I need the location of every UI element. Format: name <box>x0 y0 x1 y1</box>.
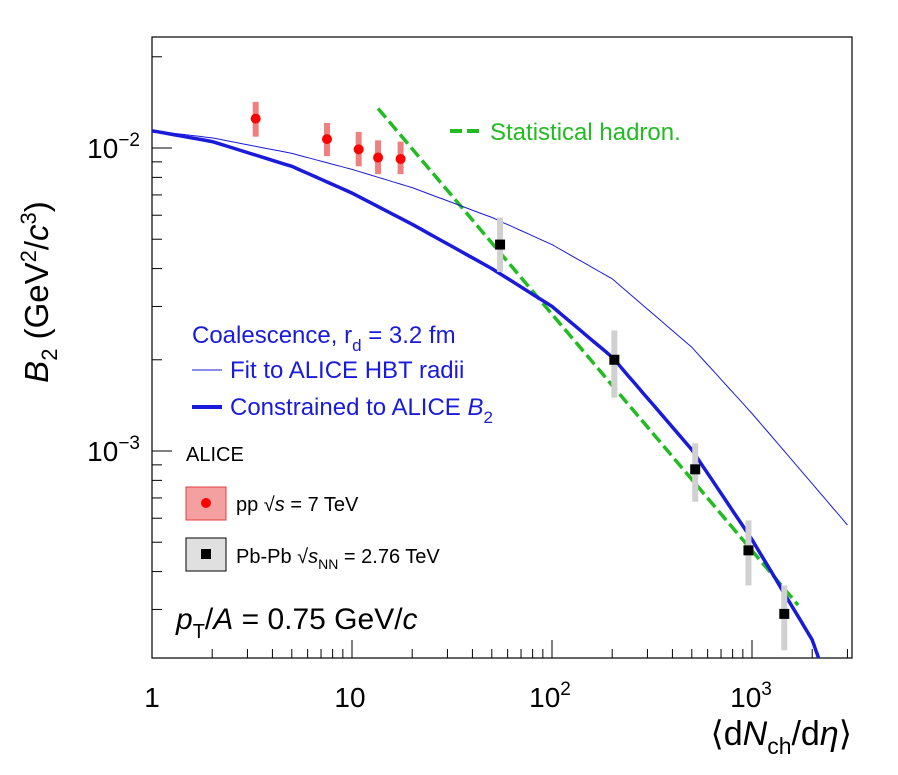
legend-coalescence-title: Coalescence, rd = 3.2 fm <box>192 322 456 355</box>
curve-2 <box>152 129 821 658</box>
point-0-2 <box>353 144 364 155</box>
x-tick-label-100: 102 <box>529 679 571 713</box>
point-1-4 <box>779 608 790 619</box>
point-1-2 <box>690 464 701 475</box>
legend-pp-label: pp √s = 7 TeV <box>236 494 359 516</box>
point-0-1 <box>322 134 333 145</box>
curve-1 <box>152 130 848 526</box>
legend-pbpb-marker <box>201 549 211 559</box>
points-layer <box>250 101 790 651</box>
y-axis-title: B2 (GeV2/c3) <box>16 201 62 383</box>
legend-alice-header: ALICE <box>186 444 244 466</box>
legend-hbt-label: Fit to ALICE HBT radii <box>230 357 464 384</box>
axis-ticks <box>151 56 848 658</box>
y-tick-label-1e-3: 10−3 <box>87 433 140 467</box>
point-1-3 <box>743 545 754 556</box>
point-0-4 <box>395 153 406 164</box>
point-0-3 <box>373 152 384 163</box>
y-tick-label-1e-2: 10−2 <box>87 130 140 164</box>
point-0-0 <box>250 113 261 124</box>
pt-annotation: pT/A = 0.75 GeV/c <box>175 603 418 643</box>
plot-frame <box>151 36 853 659</box>
legend-pbpb-label: Pb-Pb √sNN = 2.76 TeV <box>236 546 440 572</box>
legend-stat-label: Statistical hadron. <box>490 119 681 146</box>
x-tick-label-1000: 103 <box>730 679 772 713</box>
x-tick-label-1: 1 <box>144 682 160 713</box>
curve-0 <box>376 107 800 607</box>
legend-constrained-label: Constrained to ALICE B2 <box>230 394 493 427</box>
x-axis-title: ⟨dNch/dη⟩ <box>710 715 852 759</box>
curves-layer <box>152 107 848 658</box>
legend-pp-marker <box>201 498 211 508</box>
point-1-1 <box>609 354 620 365</box>
point-1-0 <box>495 239 506 250</box>
x-tick-label-10: 10 <box>334 682 365 713</box>
